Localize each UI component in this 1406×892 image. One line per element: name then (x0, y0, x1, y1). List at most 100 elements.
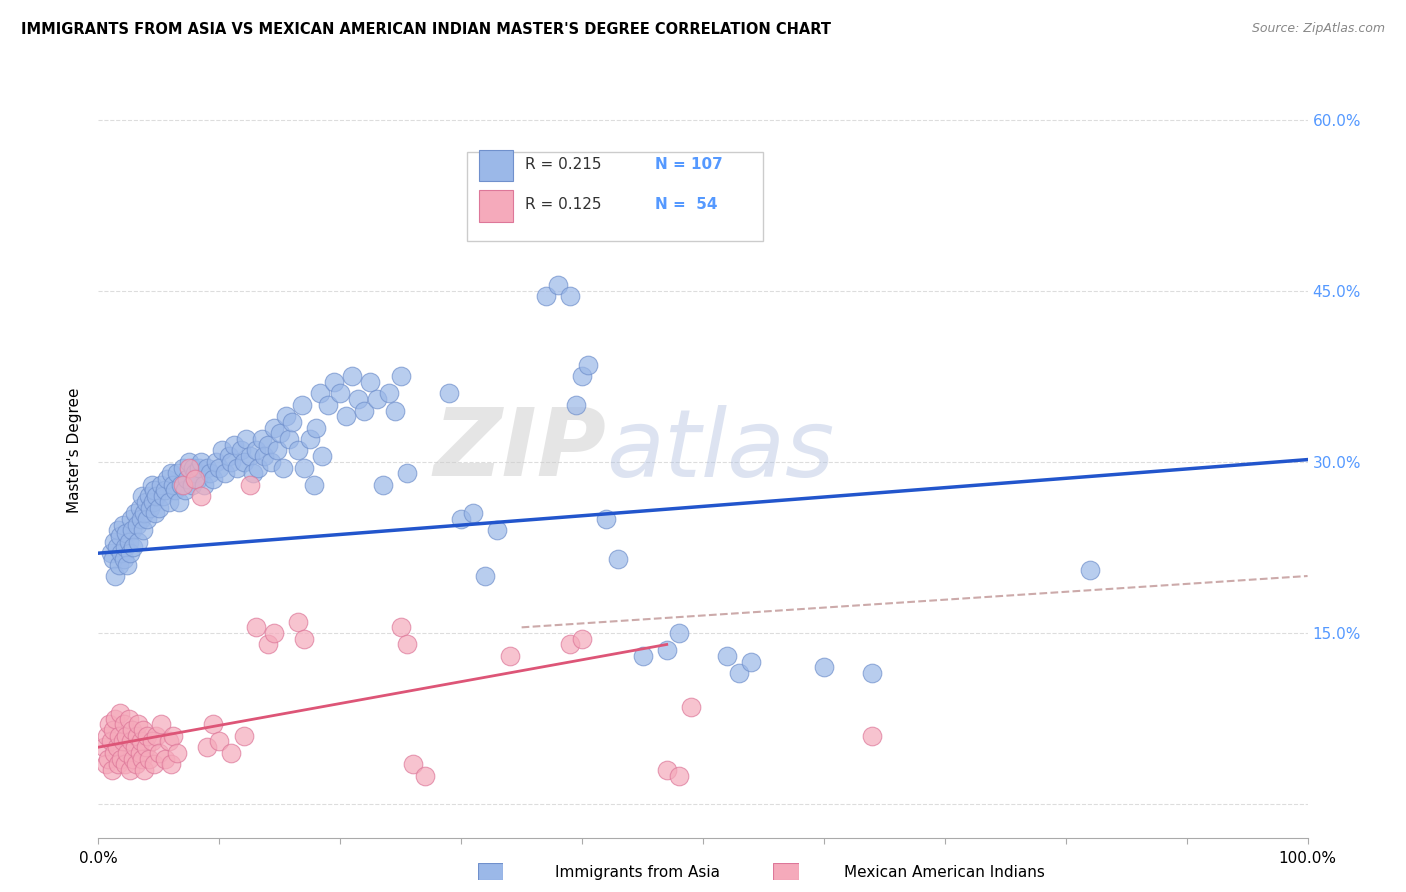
Point (112, 552, 135, 566)
Point (486, 524, 509, 538)
Point (631, 648, 654, 663)
Text: N =  54: N = 54 (655, 197, 717, 212)
Point (260, 455, 283, 469)
Point (141, 477, 163, 491)
Text: R = 0.125: R = 0.125 (526, 197, 602, 212)
Point (395, 467, 418, 481)
Point (195, 460, 218, 475)
Point (135, 740, 157, 755)
Point (100, 546, 122, 560)
Point (273, 460, 295, 475)
Point (160, 757, 183, 772)
Point (250, 432, 273, 446)
Point (195, 740, 218, 755)
Point (218, 449, 240, 463)
Text: R = 0.215: R = 0.215 (526, 157, 602, 171)
Point (655, 643, 678, 657)
Point (160, 467, 183, 481)
Point (150, 717, 173, 731)
Point (117, 746, 139, 760)
Point (107, 757, 129, 772)
Point (239, 477, 262, 491)
Point (101, 552, 124, 566)
Point (131, 489, 153, 503)
Point (143, 506, 166, 520)
Point (281, 415, 304, 429)
Point (329, 386, 352, 401)
Point (112, 717, 135, 731)
Point (124, 740, 146, 755)
Point (150, 477, 173, 491)
Point (1078, 563, 1101, 577)
Point (389, 620, 412, 634)
Point (156, 472, 179, 486)
Text: ZIP: ZIP (433, 404, 606, 497)
Point (93, 740, 115, 755)
Point (347, 392, 370, 406)
Point (214, 467, 236, 481)
Point (232, 455, 254, 469)
Point (655, 763, 678, 777)
Point (342, 369, 364, 384)
Point (127, 517, 149, 532)
Point (121, 723, 143, 737)
Point (179, 455, 201, 469)
Point (728, 665, 751, 680)
Point (813, 660, 835, 674)
Point (221, 746, 243, 760)
Point (129, 734, 152, 748)
Point (202, 717, 225, 731)
Point (692, 158, 714, 172)
Point (184, 472, 207, 486)
Point (226, 460, 249, 475)
Point (595, 512, 617, 526)
Point (193, 477, 215, 491)
Point (107, 524, 129, 538)
Point (292, 632, 315, 646)
Point (187, 460, 209, 475)
Point (498, 648, 520, 663)
Point (108, 706, 131, 720)
Point (135, 512, 157, 526)
Point (142, 495, 165, 509)
Point (395, 638, 418, 652)
Point (132, 524, 155, 538)
Point (335, 409, 357, 424)
Point (311, 449, 333, 463)
Point (402, 757, 425, 772)
Point (607, 552, 630, 566)
Point (180, 477, 202, 491)
Point (384, 403, 406, 417)
Point (128, 500, 150, 515)
Point (166, 467, 188, 481)
Point (127, 729, 149, 743)
Point (558, 289, 581, 303)
Point (239, 449, 262, 463)
Point (166, 746, 188, 760)
Point (299, 432, 322, 446)
Point (371, 477, 394, 491)
Point (679, 193, 702, 207)
Point (103, 534, 125, 549)
Point (208, 734, 231, 748)
Point (263, 420, 285, 434)
Point (256, 438, 278, 452)
Text: Mexican American Indians: Mexican American Indians (844, 865, 1045, 880)
Point (256, 638, 278, 652)
Point (163, 483, 186, 498)
Point (571, 369, 593, 384)
Point (366, 392, 388, 406)
Point (96, 729, 118, 743)
Point (172, 477, 194, 491)
Point (287, 443, 309, 458)
Text: atlas: atlas (606, 405, 835, 496)
Point (120, 512, 142, 526)
Point (115, 729, 138, 743)
Point (229, 443, 252, 458)
Point (198, 467, 221, 481)
Point (323, 375, 346, 389)
Point (292, 460, 315, 475)
Point (437, 386, 460, 401)
Point (184, 467, 207, 481)
Point (179, 460, 201, 475)
